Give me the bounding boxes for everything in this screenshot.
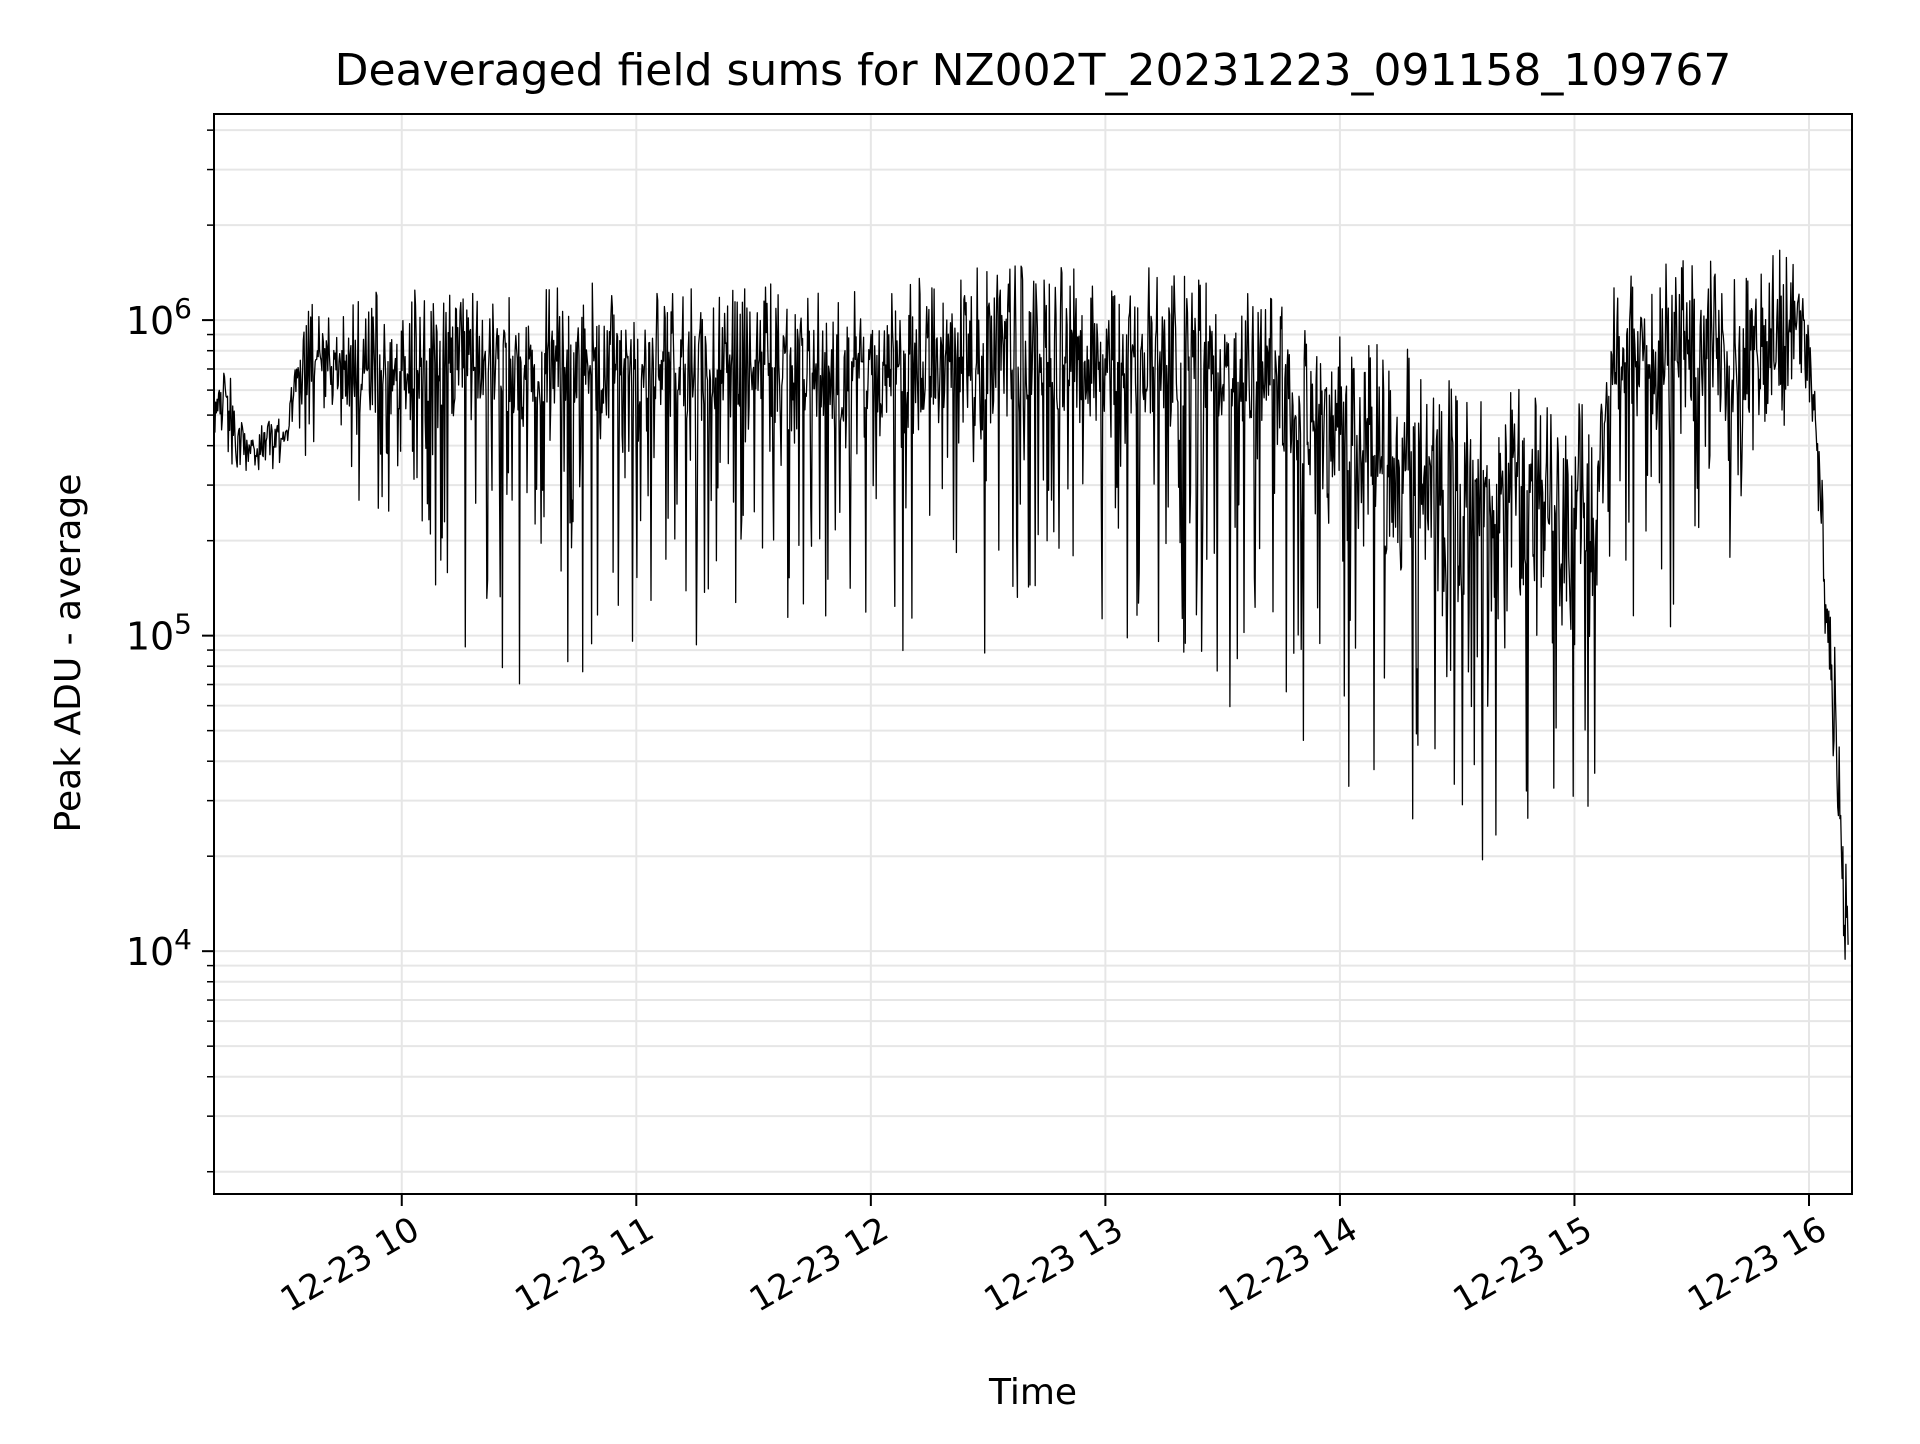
plot-frame	[213, 113, 1853, 1195]
data-layer	[213, 249, 1849, 960]
y-axis-label: Peak ADU - average	[48, 474, 89, 833]
x-axis-label: Time	[988, 1372, 1077, 1413]
y-tick-label-base: 10	[126, 299, 174, 343]
y-tick-label-exponent: 4	[174, 923, 192, 956]
y-tick-label-exponent: 6	[174, 292, 192, 325]
y-tick-label: 104	[126, 923, 192, 974]
y-tick-label-exponent: 5	[174, 608, 192, 641]
y-tick-label-base: 10	[126, 930, 174, 974]
y-tick-label-base: 10	[126, 615, 174, 659]
chart-title: Deaveraged field sums for NZ002T_2023122…	[335, 45, 1732, 96]
series-line	[213, 249, 1849, 960]
y-tick-label: 105	[126, 608, 192, 659]
y-tick-label: 106	[126, 292, 192, 343]
